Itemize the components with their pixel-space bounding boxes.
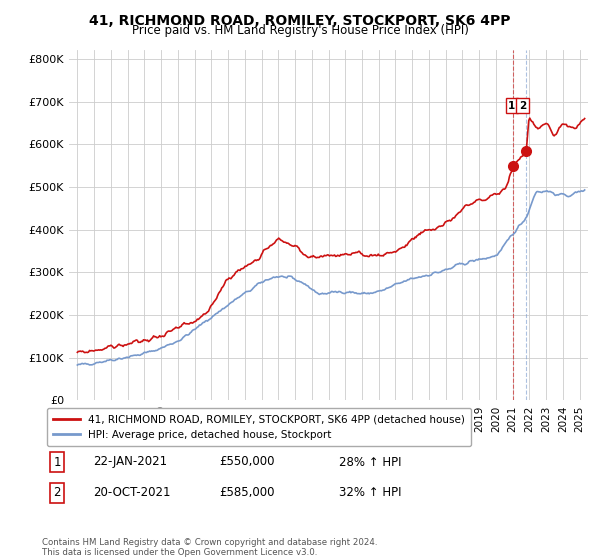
Text: 22-JAN-2021: 22-JAN-2021 xyxy=(93,455,167,469)
Text: 2: 2 xyxy=(519,101,526,111)
Text: 41, RICHMOND ROAD, ROMILEY, STOCKPORT, SK6 4PP: 41, RICHMOND ROAD, ROMILEY, STOCKPORT, S… xyxy=(89,14,511,28)
Text: 20-OCT-2021: 20-OCT-2021 xyxy=(93,486,170,500)
Text: Price paid vs. HM Land Registry's House Price Index (HPI): Price paid vs. HM Land Registry's House … xyxy=(131,24,469,37)
Text: Contains HM Land Registry data © Crown copyright and database right 2024.
This d: Contains HM Land Registry data © Crown c… xyxy=(42,538,377,557)
Text: £585,000: £585,000 xyxy=(219,486,275,500)
Text: £550,000: £550,000 xyxy=(219,455,275,469)
Text: 1: 1 xyxy=(53,455,61,469)
Text: 1: 1 xyxy=(508,101,515,111)
Text: 32% ↑ HPI: 32% ↑ HPI xyxy=(339,486,401,500)
Text: 28% ↑ HPI: 28% ↑ HPI xyxy=(339,455,401,469)
Legend: 41, RICHMOND ROAD, ROMILEY, STOCKPORT, SK6 4PP (detached house), HPI: Average pr: 41, RICHMOND ROAD, ROMILEY, STOCKPORT, S… xyxy=(47,408,471,446)
Text: 2: 2 xyxy=(53,486,61,500)
